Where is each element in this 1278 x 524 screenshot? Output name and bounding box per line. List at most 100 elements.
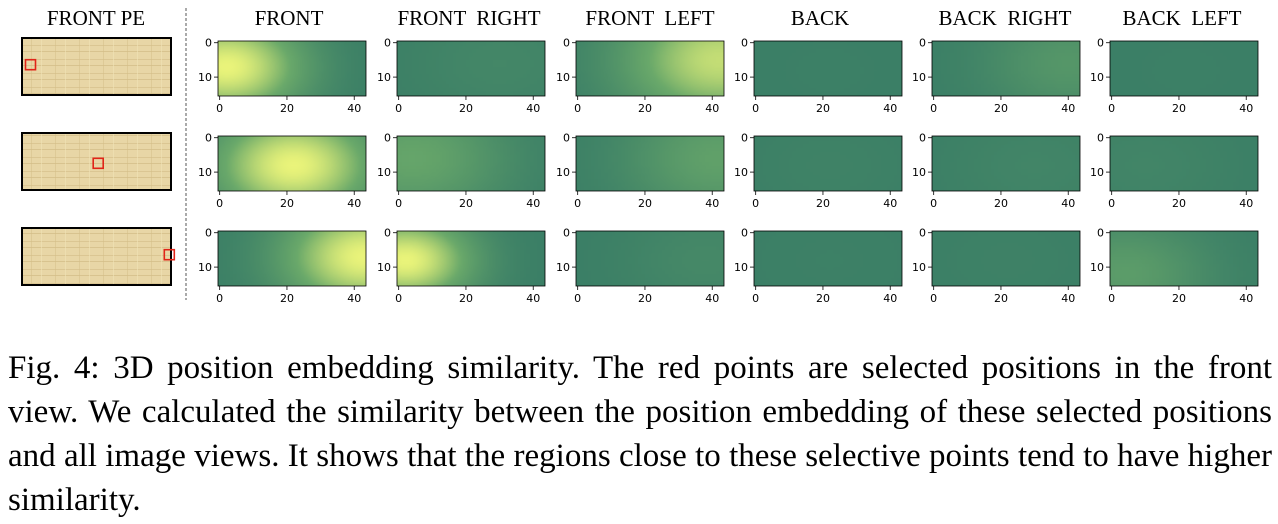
heatmap-frame (1109, 230, 1259, 287)
x-tick-label: 0 (1108, 102, 1115, 115)
caption-text: 3D position embedding similarity. The re… (8, 350, 1272, 518)
x-tick-label: 20 (1172, 197, 1186, 210)
x-tick-label: 40 (526, 197, 540, 210)
x-tick-label: 20 (1172, 102, 1186, 115)
y-tick-label: 0 (741, 227, 748, 240)
similarity-heatmap (1110, 231, 1258, 286)
y-tick-label: 10 (1090, 71, 1104, 84)
front-view-image (21, 37, 172, 96)
caption-label: Fig. 4: (8, 350, 100, 386)
similarity-heatmap (1110, 41, 1258, 96)
x-tick-label: 20 (1172, 292, 1186, 305)
y-tick-label: 10 (912, 71, 926, 84)
x-tick-label: 0 (930, 197, 937, 210)
y-tick-label: 0 (563, 132, 570, 145)
similarity-heatmap (218, 136, 366, 191)
similarity-heatmap (754, 231, 902, 286)
similarity-heatmap (932, 41, 1080, 96)
x-tick-label: 40 (526, 102, 540, 115)
x-tick-label: 0 (574, 292, 581, 305)
x-tick-label: 0 (752, 102, 759, 115)
x-tick-label: 20 (816, 292, 830, 305)
header-view-front-left: FRONT LEFT (585, 6, 715, 30)
similarity-heatmap (932, 136, 1080, 191)
x-tick-label: 40 (883, 102, 897, 115)
header-view-back-left: BACK LEFT (1122, 6, 1242, 30)
y-tick-label: 10 (198, 71, 212, 84)
similarity-heatmap (218, 231, 366, 286)
front-view-image (21, 227, 172, 286)
x-tick-label: 40 (526, 292, 540, 305)
x-tick-label: 20 (459, 197, 473, 210)
x-tick-label: 20 (280, 102, 294, 115)
x-tick-label: 20 (280, 197, 294, 210)
x-tick-label: 0 (216, 197, 223, 210)
y-tick-label: 0 (1097, 227, 1104, 240)
y-tick-label: 10 (1090, 166, 1104, 179)
heatmap-frame (217, 230, 367, 287)
heatmap-frame (931, 40, 1081, 97)
header-view-front-right: FRONT RIGHT (397, 6, 541, 30)
x-tick-label: 40 (1061, 102, 1075, 115)
y-tick-label: 10 (377, 71, 391, 84)
y-tick-label: 10 (734, 261, 748, 274)
selected-point-marker (24, 58, 37, 71)
x-tick-label: 40 (705, 197, 719, 210)
x-tick-label: 40 (1239, 197, 1253, 210)
y-tick-label: 10 (1090, 261, 1104, 274)
y-tick-label: 10 (734, 71, 748, 84)
header-view-back-right: BACK RIGHT (938, 6, 1072, 30)
x-tick-label: 20 (280, 292, 294, 305)
y-tick-label: 0 (205, 227, 212, 240)
y-tick-label: 0 (919, 37, 926, 50)
y-tick-label: 10 (556, 261, 570, 274)
y-tick-label: 10 (734, 166, 748, 179)
heatmap-frame (575, 135, 725, 192)
x-tick-label: 0 (395, 197, 402, 210)
heatmap-frame (931, 135, 1081, 192)
y-tick-label: 0 (384, 37, 391, 50)
x-tick-label: 40 (705, 292, 719, 305)
y-tick-label: 0 (741, 37, 748, 50)
y-tick-label: 0 (205, 37, 212, 50)
x-tick-label: 40 (347, 102, 361, 115)
y-tick-label: 10 (556, 71, 570, 84)
heatmap-frame (931, 230, 1081, 287)
x-tick-label: 0 (395, 102, 402, 115)
front-view-image (21, 132, 172, 191)
header-view-front: FRONT (254, 6, 324, 30)
x-tick-label: 20 (994, 197, 1008, 210)
heatmap-frame (1109, 135, 1259, 192)
y-tick-label: 10 (377, 166, 391, 179)
heatmap-frame (575, 40, 725, 97)
heatmap-frame (217, 40, 367, 97)
x-tick-label: 0 (574, 102, 581, 115)
similarity-heatmap (576, 231, 724, 286)
y-tick-label: 0 (384, 132, 391, 145)
y-tick-label: 0 (1097, 132, 1104, 145)
y-tick-label: 10 (912, 261, 926, 274)
header-view-back: BACK (790, 6, 850, 30)
x-tick-label: 40 (1239, 102, 1253, 115)
y-tick-label: 0 (1097, 37, 1104, 50)
x-tick-label: 0 (395, 292, 402, 305)
x-tick-label: 20 (459, 292, 473, 305)
heatmap-frame (1109, 40, 1259, 97)
x-tick-label: 0 (752, 292, 759, 305)
x-tick-label: 0 (1108, 292, 1115, 305)
x-tick-label: 40 (883, 292, 897, 305)
x-tick-label: 20 (816, 102, 830, 115)
similarity-figure: 0 20 40 0 10 0 20 40 0 10 0 20 40 0 10 0 20 40 0 10 0 20 40 0 10… (21, 8, 1259, 305)
y-tick-label: 0 (919, 132, 926, 145)
heatmap-frame (396, 135, 546, 192)
x-tick-label: 20 (816, 197, 830, 210)
similarity-heatmap (932, 231, 1080, 286)
x-tick-label: 0 (216, 102, 223, 115)
figure-caption: Fig. 4: 3D position embedding similarity… (8, 346, 1272, 522)
x-tick-label: 40 (347, 197, 361, 210)
x-tick-label: 20 (638, 102, 652, 115)
x-tick-label: 0 (930, 102, 937, 115)
y-tick-label: 10 (377, 261, 391, 274)
x-tick-label: 0 (930, 292, 937, 305)
heatmap-frame (396, 40, 546, 97)
